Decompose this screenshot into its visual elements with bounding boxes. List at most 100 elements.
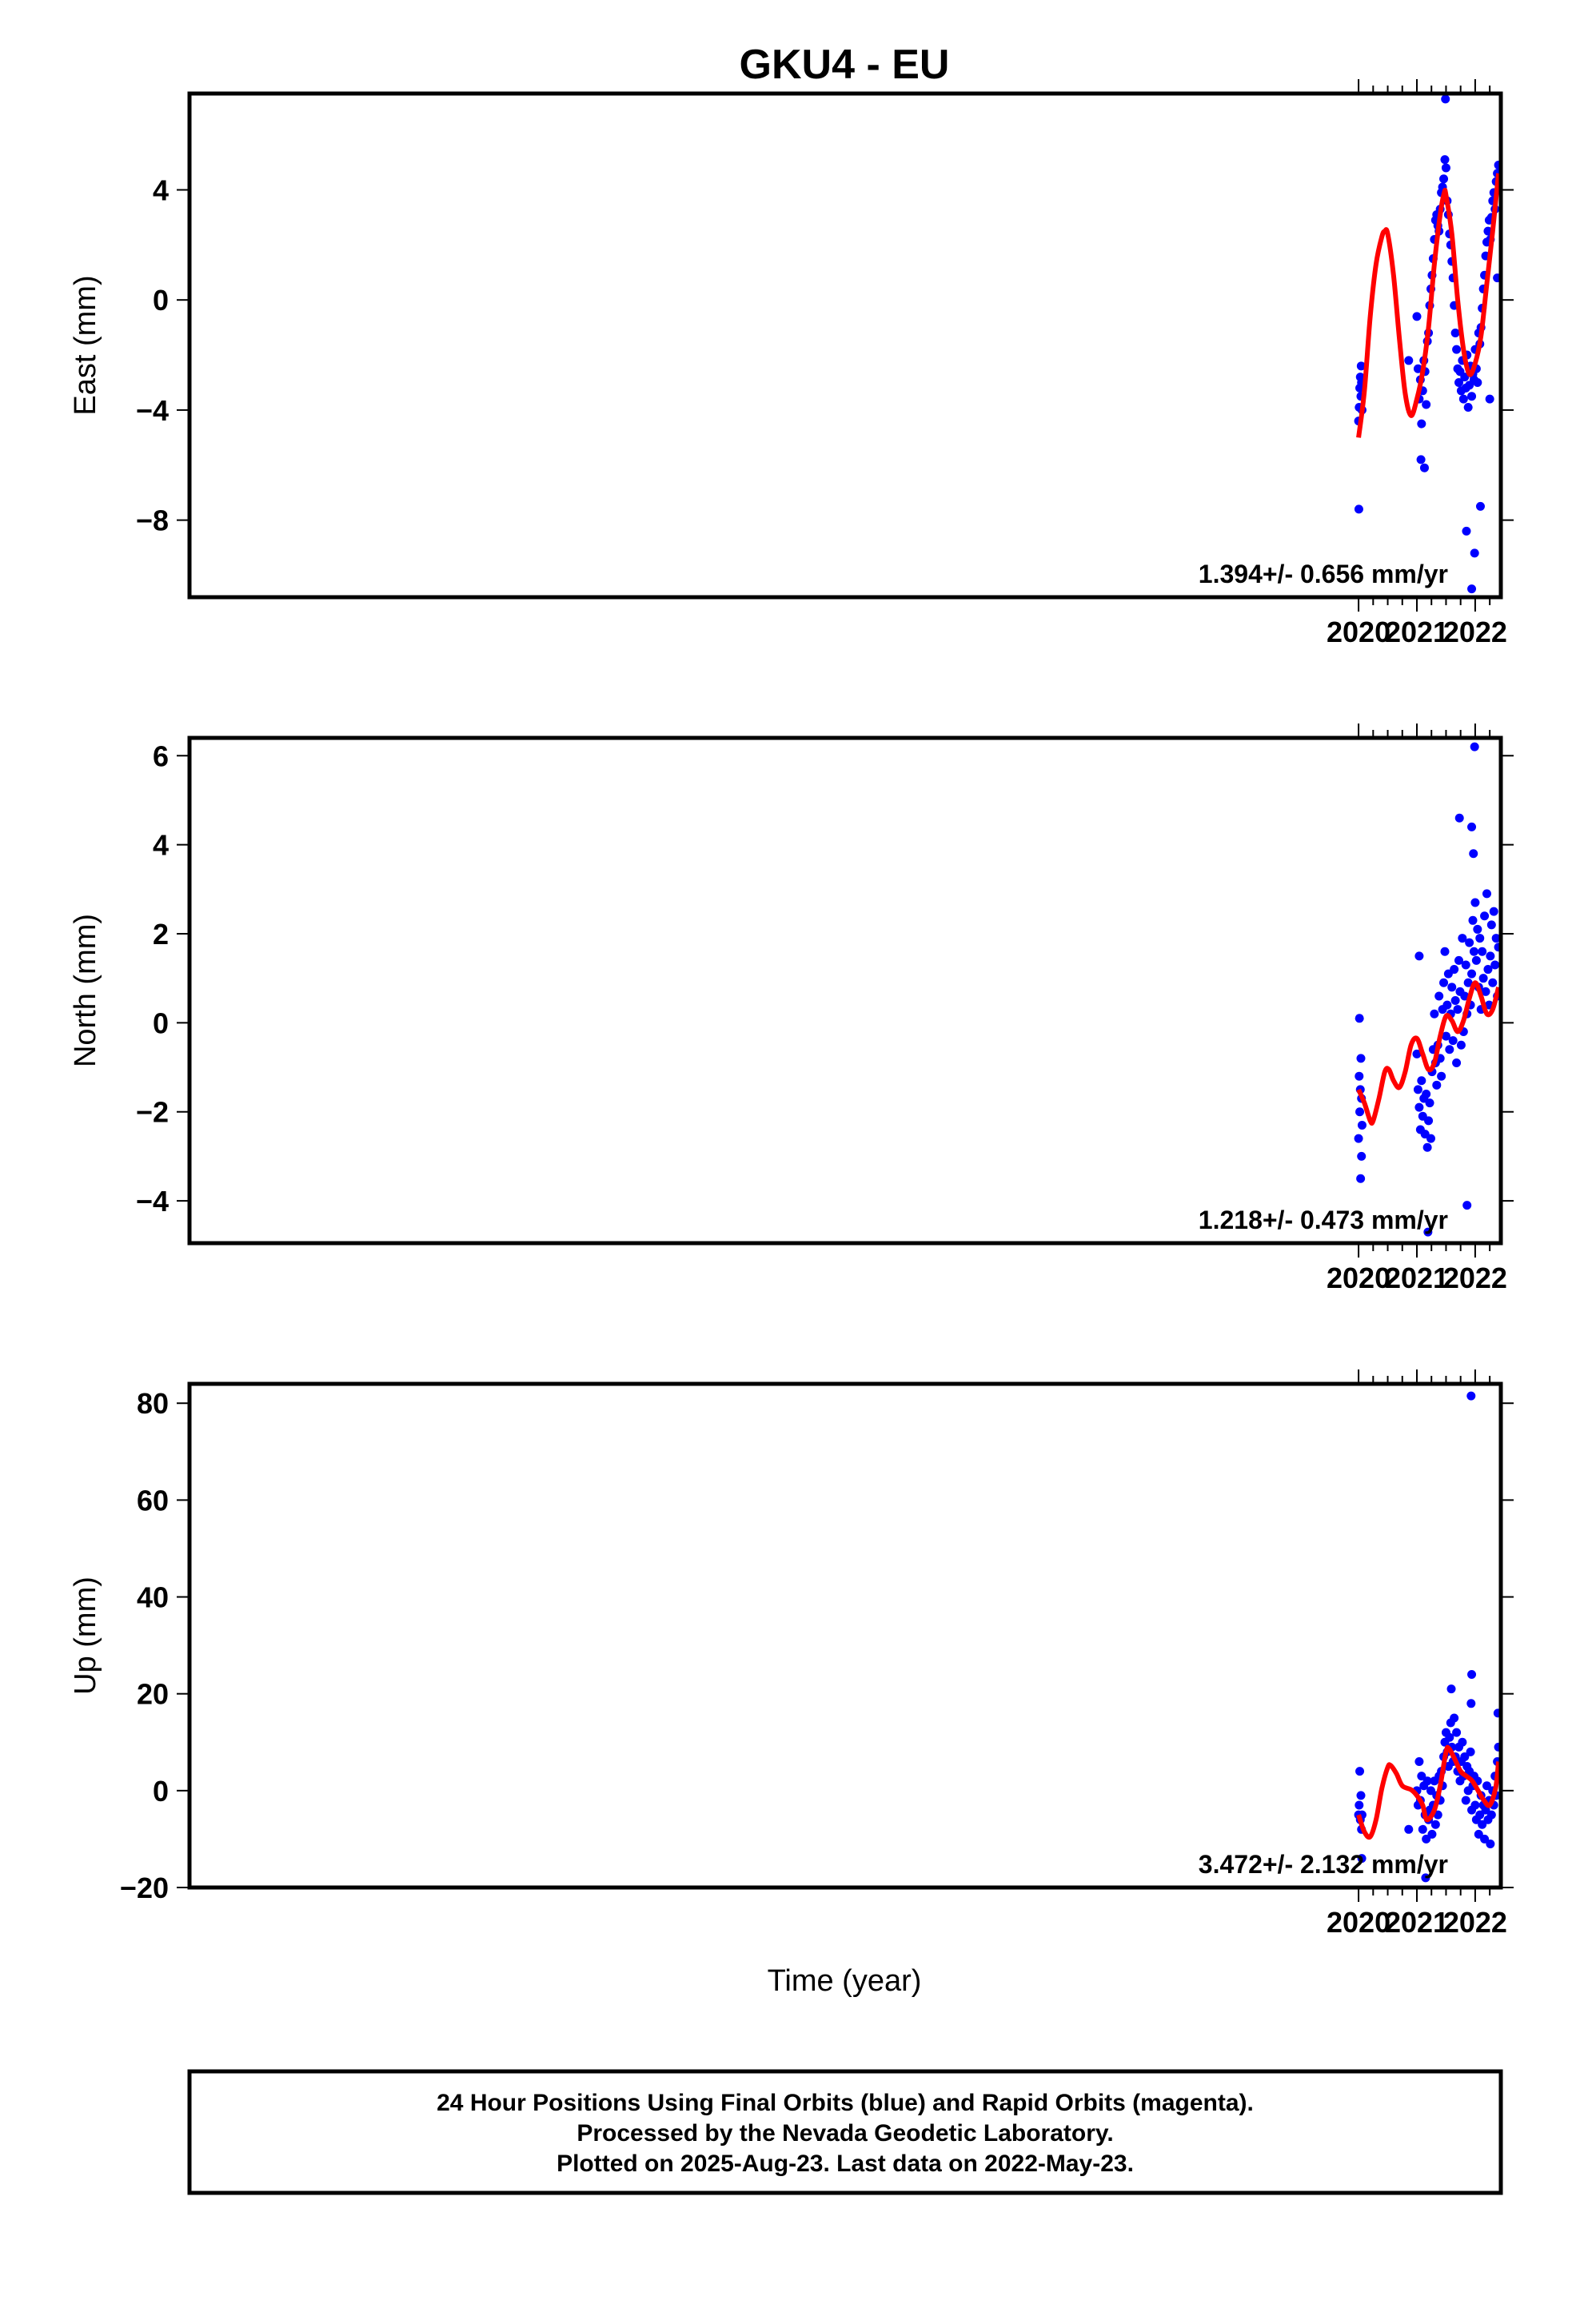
data-point [1466, 1747, 1475, 1756]
plot-area [1354, 742, 1501, 1237]
data-point [1482, 1781, 1491, 1791]
data-point [1356, 1054, 1366, 1063]
y-tick-label: 6 [153, 739, 169, 772]
data-point [1473, 924, 1482, 934]
y-tick-label: 4 [153, 829, 169, 862]
data-point [1414, 1102, 1424, 1112]
data-point [1450, 1713, 1459, 1723]
data-point [1458, 934, 1467, 943]
velocity-label: 3.472+/- 2.132 mm/yr [1199, 1850, 1448, 1879]
x-tick-label: 2022 [1443, 616, 1507, 648]
y-tick-label: 60 [137, 1484, 169, 1517]
data-point [1478, 1820, 1487, 1829]
data-point [1419, 463, 1429, 472]
y-tick-label: −4 [136, 1185, 169, 1218]
data-point [1434, 991, 1444, 1001]
data-point [1462, 526, 1471, 536]
fit-curve [1356, 173, 1501, 438]
data-point [1356, 1791, 1366, 1800]
y-tick-label: 2 [153, 918, 169, 951]
data-point [1454, 813, 1464, 823]
data-point [1417, 419, 1426, 429]
data-point [1445, 1045, 1454, 1054]
data-point [1467, 1669, 1477, 1679]
data-point [1441, 163, 1450, 173]
data-point [1425, 1098, 1434, 1108]
data-point [1478, 947, 1487, 956]
data-point [1424, 1116, 1434, 1126]
fit-curve [1356, 980, 1501, 1126]
data-point [1481, 987, 1490, 996]
data-point [1467, 822, 1477, 831]
data-point [1452, 1728, 1462, 1737]
data-point [1480, 1834, 1490, 1844]
fit-curve [1356, 1744, 1501, 1840]
data-point [1355, 1800, 1364, 1810]
data-point [1356, 361, 1366, 371]
data-point [1432, 1080, 1442, 1090]
data-point [1461, 960, 1470, 970]
data-point [1412, 312, 1422, 321]
footer-line-3: Plotted on 2025-Aug-23. Last data on 202… [557, 2151, 1134, 2177]
x-tick-label: 2020 [1327, 616, 1390, 648]
data-point [1463, 402, 1473, 412]
data-point [1480, 911, 1490, 921]
data-point [1448, 1036, 1458, 1046]
y-axis-label: North (mm) [69, 914, 102, 1067]
data-point [1483, 965, 1493, 975]
data-point [1489, 907, 1498, 916]
x-tick-label: 2020 [1327, 1262, 1390, 1294]
data-point [1471, 955, 1481, 965]
data-point [1475, 1810, 1485, 1820]
data-point [1422, 1834, 1431, 1844]
y-tick-label: 80 [137, 1387, 169, 1420]
data-point [1355, 1107, 1365, 1117]
plot-area [1354, 94, 1501, 594]
plot-frame [187, 735, 1503, 1246]
data-point [1458, 394, 1468, 404]
data-point [1414, 951, 1424, 961]
y-tick-label: 40 [137, 1581, 169, 1614]
data-point [1478, 974, 1488, 983]
data-point [1467, 584, 1477, 594]
data-point [1441, 94, 1450, 104]
data-point [1427, 1829, 1437, 1839]
data-point [1354, 1134, 1363, 1143]
data-point [1486, 951, 1495, 961]
data-point [1473, 377, 1482, 387]
data-point [1416, 455, 1426, 464]
footer-box [187, 2069, 1503, 2195]
data-point [1453, 1005, 1462, 1015]
data-point [1474, 1829, 1483, 1839]
data-point [1404, 1824, 1414, 1834]
y-axis-label: Up (mm) [69, 1577, 102, 1695]
data-point [1422, 400, 1431, 409]
data-point [1450, 329, 1460, 338]
x-tick-label: 2021 [1385, 1906, 1449, 1939]
data-point [1468, 915, 1478, 925]
y-tick-label: −8 [136, 504, 169, 537]
data-point [1456, 1040, 1466, 1050]
data-point [1465, 938, 1474, 947]
data-point [1421, 1873, 1430, 1883]
data-point [1430, 1009, 1439, 1018]
data-point [1437, 1071, 1446, 1081]
velocity-label: 1.218+/- 0.473 mm/yr [1199, 1206, 1448, 1234]
data-point [1469, 849, 1478, 859]
plot-frame [187, 1381, 1503, 1890]
data-point [1450, 965, 1459, 975]
data-point [1454, 377, 1463, 387]
data-point [1486, 920, 1496, 930]
data-point [1469, 947, 1478, 956]
chart-title: GKU4 - EU [740, 42, 950, 88]
data-point [1454, 955, 1463, 965]
x-tick-label: 2022 [1443, 1262, 1507, 1294]
data-point [1470, 742, 1479, 751]
data-point [1470, 898, 1480, 907]
data-point [1470, 1800, 1480, 1810]
plot-area [1354, 1391, 1501, 1883]
data-point [1356, 1174, 1366, 1183]
data-point [1422, 1142, 1432, 1152]
